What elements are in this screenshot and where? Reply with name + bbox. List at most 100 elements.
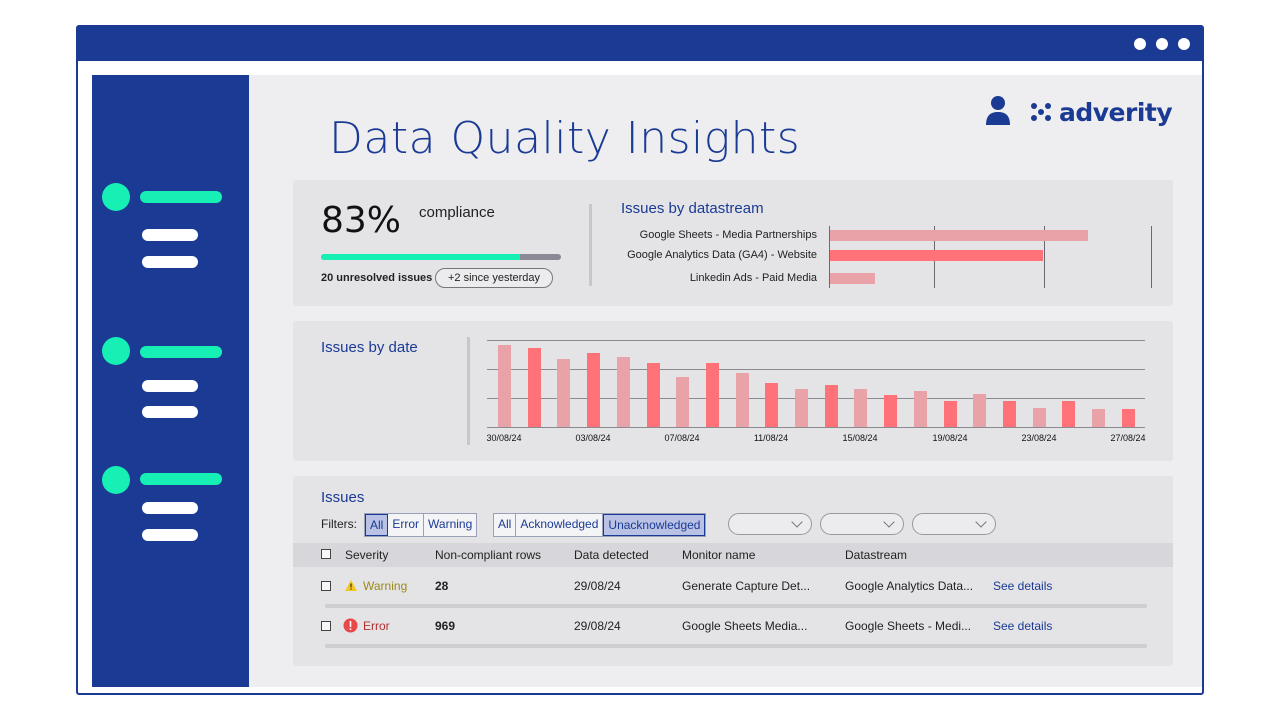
datastream-label: Google Sheets - Media Partnerships: [639, 229, 817, 241]
date-bar[interactable]: [1003, 401, 1016, 427]
row-checkbox[interactable]: [321, 581, 331, 591]
see-details-link[interactable]: See details: [993, 579, 1053, 593]
title-bar: [78, 27, 1202, 61]
nav-bar: [142, 502, 198, 514]
severity-filter-all[interactable]: All: [365, 514, 389, 536]
datastream-gridline: [829, 226, 830, 288]
date-bar[interactable]: [557, 359, 570, 427]
datastream-name: Google Analytics Data...: [845, 579, 974, 593]
datastream-name: Google Sheets - Medi...: [845, 619, 972, 633]
datastream-bar[interactable]: [830, 230, 1088, 241]
date-bar[interactable]: [706, 363, 719, 427]
datastream-gridline: [1044, 226, 1045, 288]
nav-bar: [142, 229, 198, 241]
date-bar[interactable]: [825, 385, 838, 427]
main-content: Data Quality Insights adverity 83% compl…: [249, 75, 1202, 687]
date-bar[interactable]: [765, 383, 778, 427]
column-header-severity[interactable]: Severity: [345, 548, 389, 562]
adverity-logo-icon: [1031, 103, 1051, 121]
divider: [589, 204, 592, 286]
nav-bar: [142, 406, 198, 418]
non-compliant-rows: 28: [435, 579, 449, 593]
date-bar[interactable]: [854, 389, 867, 427]
date-bar[interactable]: [1092, 409, 1105, 427]
date-bar[interactable]: [528, 348, 541, 427]
status-filter-group: All Acknowledged Unacknowledged: [493, 513, 707, 537]
issues-card: Issues Filters: All Error Warning All Ac…: [293, 476, 1173, 666]
monitor-name: Google Sheets Media...: [682, 619, 808, 633]
datastream-label: Google Analytics Data (GA4) - Website: [627, 249, 817, 261]
nav-bar-active: [140, 473, 222, 485]
date-bar[interactable]: [1122, 409, 1135, 427]
app-window: Data Quality Insights adverity 83% compl…: [76, 25, 1204, 695]
severity-filter-warning[interactable]: Warning: [428, 517, 473, 531]
date-tick-label: 19/08/24: [932, 433, 968, 443]
compliance-label: compliance: [419, 204, 495, 221]
datastream-bar[interactable]: [830, 250, 1043, 261]
compliance-percent: 83%: [321, 200, 402, 241]
brand-logo: adverity: [1029, 97, 1173, 127]
date-tick-label: 30/08/24: [486, 433, 522, 443]
date-bar[interactable]: [973, 394, 986, 427]
filter-dropdown[interactable]: [728, 513, 812, 535]
date-bar[interactable]: [617, 357, 630, 427]
nav-bar: [142, 380, 198, 392]
filters-label: Filters:: [321, 517, 357, 531]
date-detected: 29/08/24: [574, 579, 621, 593]
window-dot-icon[interactable]: [1178, 38, 1190, 50]
datastream-chart-title: Issues by datastream: [621, 200, 764, 217]
sidebar: [92, 75, 249, 687]
nav-dot-icon: [102, 466, 130, 494]
see-details-link[interactable]: See details: [993, 619, 1053, 633]
nav-bar-active: [140, 191, 222, 203]
user-icon[interactable]: [985, 95, 1011, 125]
severity-filter-error[interactable]: Error: [388, 514, 425, 536]
date-bar[interactable]: [647, 363, 660, 427]
page-title: Data Quality Insights: [329, 113, 801, 164]
date-bar[interactable]: [1033, 408, 1046, 427]
date-bar[interactable]: [795, 389, 808, 427]
filter-dropdown[interactable]: [912, 513, 996, 535]
date-bar[interactable]: [676, 377, 689, 427]
date-bar[interactable]: [944, 401, 957, 427]
date-tick-label: 15/08/24: [842, 433, 878, 443]
warning-icon: [345, 580, 357, 591]
status-filter-unacknowledged[interactable]: Unacknowledged: [603, 514, 706, 536]
date-bar[interactable]: [736, 373, 749, 427]
date-tick-label: 07/08/24: [664, 433, 700, 443]
date-tick-label: 03/08/24: [575, 433, 611, 443]
row-divider: [325, 604, 1147, 608]
monitor-name: Generate Capture Det...: [682, 579, 811, 593]
column-header-datastream[interactable]: Datastream: [845, 548, 908, 562]
date-bar[interactable]: [587, 353, 600, 427]
issues-by-date-card: Issues by date 30/08/24 03/08/24 07/08/24 1…: [293, 321, 1173, 461]
status-filter-acknowledged[interactable]: Acknowledged: [516, 514, 604, 536]
brand-name: adverity: [1059, 97, 1173, 127]
severity-label: Warning: [363, 579, 408, 593]
window-dot-icon[interactable]: [1156, 38, 1168, 50]
window-dot-icon[interactable]: [1134, 38, 1146, 50]
date-bar[interactable]: [884, 395, 897, 427]
column-header-rows[interactable]: Non-compliant rows: [435, 548, 542, 562]
nav-dot-icon: [102, 183, 130, 211]
select-all-checkbox[interactable]: [321, 549, 331, 559]
column-header-monitor[interactable]: Monitor name: [682, 548, 756, 562]
date-gridline: [487, 340, 1145, 341]
status-filter-all[interactable]: All: [494, 514, 517, 536]
date-bar[interactable]: [1062, 401, 1075, 427]
date-bar[interactable]: [914, 391, 927, 427]
date-tick-label: 11/08/24: [753, 433, 789, 443]
date-tick-label: 27/08/24: [1110, 433, 1146, 443]
column-header-date[interactable]: Data detected: [574, 548, 649, 562]
row-checkbox[interactable]: [321, 621, 331, 631]
row-divider: [325, 644, 1147, 648]
non-compliant-rows: 969: [435, 619, 456, 633]
nav-bar: [142, 529, 198, 541]
table-header: Severity Non-compliant rows Data detecte…: [293, 543, 1173, 567]
date-bar[interactable]: [498, 345, 511, 427]
chevron-down-icon: [883, 516, 895, 528]
nav-dot-icon: [102, 337, 130, 365]
datastream-bar[interactable]: [830, 273, 875, 284]
filter-dropdown[interactable]: [820, 513, 904, 535]
chevron-down-icon: [791, 516, 803, 528]
